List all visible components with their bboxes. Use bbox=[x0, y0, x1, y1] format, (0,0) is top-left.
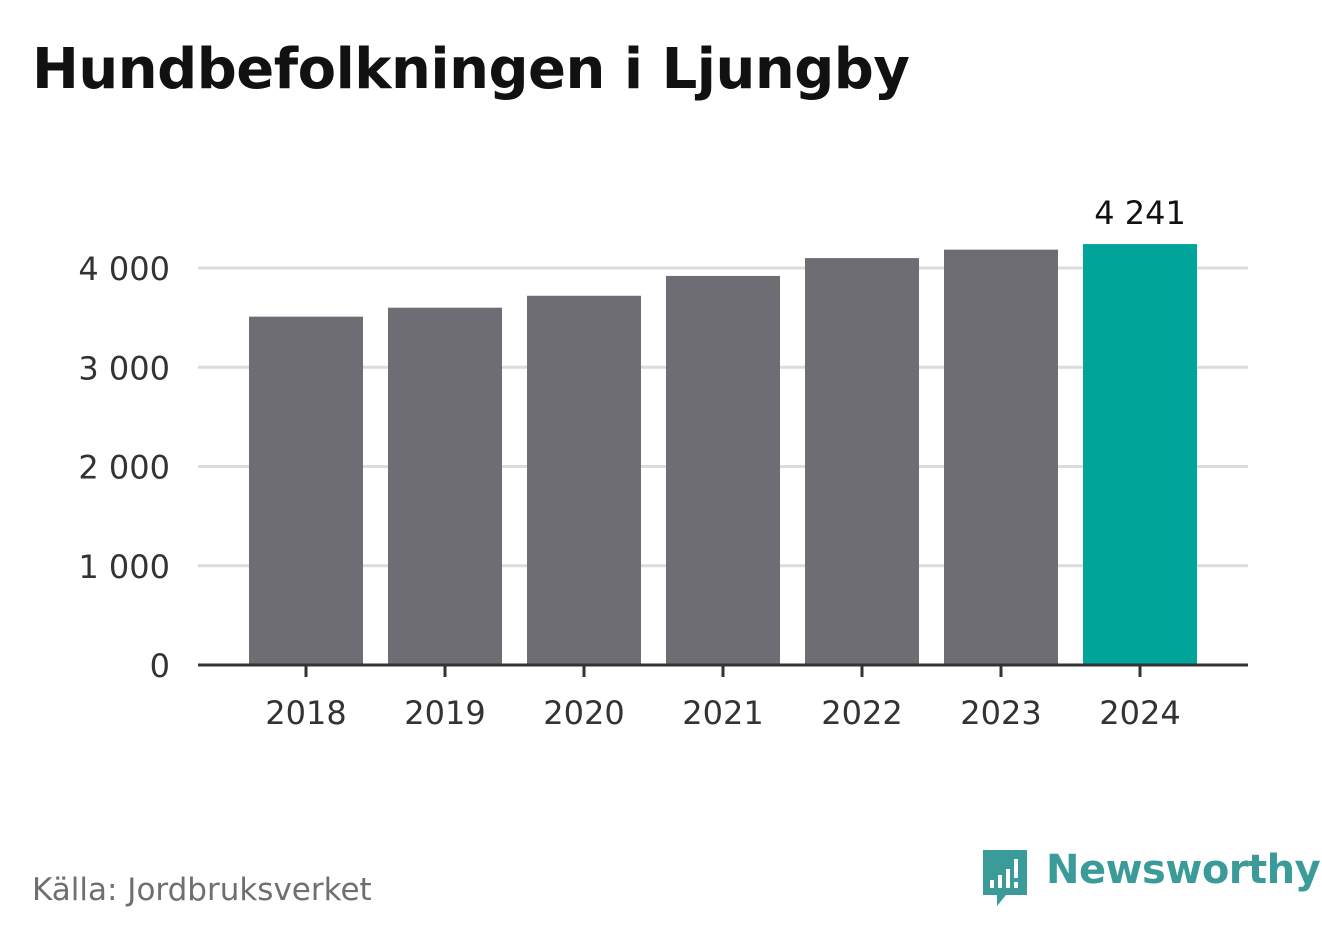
y-tick-label: 0 bbox=[150, 647, 170, 685]
bar-chart: 0 1 000 2 000 3 000 4 000 2018 2019 2020 2021 202… bbox=[78, 194, 1248, 732]
data-label: 4 241 bbox=[1094, 194, 1186, 232]
x-tick-label: 2024 bbox=[1099, 694, 1180, 732]
y-tick-label: 3 000 bbox=[78, 349, 170, 387]
bar-2018 bbox=[249, 316, 363, 665]
y-tick-label: 4 000 bbox=[78, 250, 170, 288]
x-tick-label: 2023 bbox=[960, 694, 1041, 732]
x-tick-label: 2021 bbox=[682, 694, 763, 732]
brand: Newsworthy bbox=[980, 846, 1321, 910]
bar-2024 bbox=[1083, 244, 1197, 665]
x-tick-label: 2020 bbox=[543, 694, 624, 732]
chart-title: Hundbefolkningen i Ljungby bbox=[32, 37, 910, 102]
y-tick-label: 2 000 bbox=[78, 449, 170, 487]
bar-2019 bbox=[388, 307, 502, 665]
x-tick-label: 2019 bbox=[404, 694, 485, 732]
y-tick-label: 1 000 bbox=[78, 548, 170, 586]
newsworthy-logo-icon bbox=[983, 850, 1027, 906]
bar-2021 bbox=[666, 275, 780, 665]
axes bbox=[198, 663, 1248, 677]
bar-2020 bbox=[527, 295, 641, 665]
bar-2023 bbox=[944, 249, 1058, 666]
brand-name: Newsworthy bbox=[1046, 847, 1321, 893]
labels: 0 1 000 2 000 3 000 4 000 2018 2019 2020 2021 202… bbox=[78, 194, 1185, 732]
source-note: Källa: Jordbruksverket bbox=[32, 872, 372, 908]
x-tick-label: 2022 bbox=[821, 694, 902, 732]
x-tick-label: 2018 bbox=[265, 694, 346, 732]
bars bbox=[249, 244, 1197, 666]
bar-2022 bbox=[805, 258, 919, 665]
